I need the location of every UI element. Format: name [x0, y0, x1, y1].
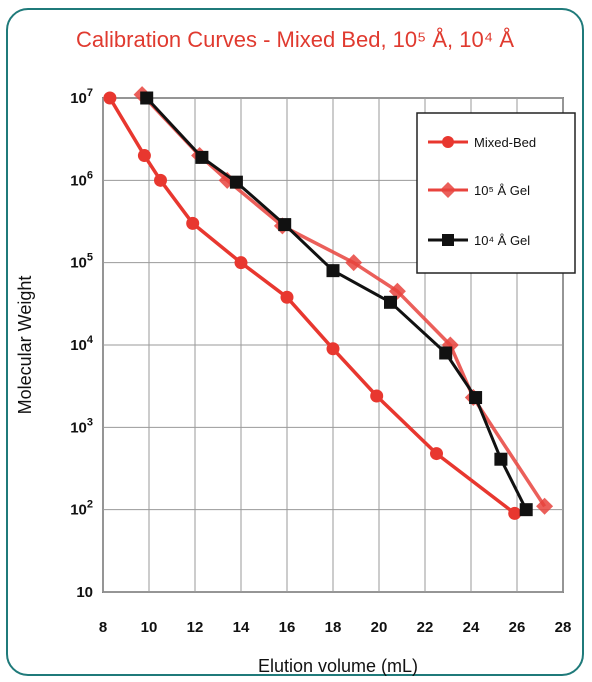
- data-point: [137, 149, 151, 163]
- data-point: [536, 497, 554, 515]
- data-point: [195, 150, 209, 164]
- y-tick-label: 103: [70, 416, 93, 436]
- y-tick-label: 104: [70, 334, 94, 354]
- data-point: [278, 218, 292, 232]
- data-point: [140, 91, 154, 105]
- y-tick-label: 10: [76, 584, 93, 601]
- series-1: [103, 91, 522, 520]
- data-point: [370, 389, 384, 403]
- data-point: [384, 295, 397, 309]
- y-axis-ticks: 10 102 103 104 105 106 107: [70, 87, 94, 601]
- y-tick-label: 102: [70, 499, 93, 519]
- data-point: [388, 282, 406, 300]
- x-tick-label: 16: [279, 619, 296, 636]
- y-axis-label: Molecular Weight: [15, 276, 35, 415]
- data-point: [345, 254, 363, 272]
- legend: Mixed-Bed 10⁵ Å Gel 10⁴ Å Gel: [416, 112, 576, 274]
- x-tick-label: 22: [417, 619, 434, 636]
- data-point: [440, 182, 456, 198]
- legend-label: 10⁴ Å Gel: [474, 233, 530, 248]
- series-line: [108, 97, 516, 515]
- legend-item: Mixed-Bed: [428, 135, 536, 150]
- data-point: [280, 290, 294, 304]
- data-point: [442, 136, 454, 148]
- data-point: [326, 264, 340, 278]
- x-tick-label: 24: [463, 619, 480, 636]
- series-layer: [103, 86, 554, 520]
- series-3: [140, 91, 533, 517]
- y-tick-label: 106: [70, 169, 93, 189]
- data-point: [326, 342, 340, 356]
- data-point: [439, 346, 453, 360]
- x-tick-label: 12: [187, 619, 204, 636]
- legend-label: Mixed-Bed: [474, 135, 536, 150]
- x-tick-label: 8: [99, 619, 107, 636]
- y-tick-label: 107: [70, 87, 93, 107]
- x-tick-label: 26: [509, 619, 526, 636]
- x-tick-label: 28: [555, 619, 572, 636]
- x-tick-label: 20: [371, 619, 388, 636]
- legend-item: 10⁴ Å Gel: [428, 233, 530, 248]
- series-line: [145, 96, 528, 511]
- x-tick-label: 10: [141, 619, 158, 636]
- x-axis-ticks: 8 10 12 14 16 18 20 22 24 26 28: [99, 619, 572, 636]
- data-point: [494, 452, 508, 466]
- x-tick-label: 14: [233, 619, 250, 636]
- data-point: [229, 175, 243, 189]
- data-point: [442, 234, 454, 246]
- data-point: [430, 447, 443, 461]
- data-point: [154, 173, 167, 187]
- legend-item: 10⁵ Å Gel: [428, 182, 530, 198]
- legend-label: 10⁵ Å Gel: [474, 183, 530, 198]
- data-point: [508, 506, 522, 520]
- data-point: [469, 391, 483, 405]
- x-axis-label: Elution volume (mL): [258, 656, 418, 676]
- x-tick-label: 18: [325, 619, 342, 636]
- chart-title: Calibration Curves - Mixed Bed, 10⁵ Å, 1…: [76, 27, 514, 52]
- y-tick-label: 105: [70, 252, 93, 272]
- data-point: [103, 91, 117, 105]
- data-point: [186, 216, 200, 230]
- data-point: [234, 256, 248, 270]
- data-point: [519, 503, 533, 517]
